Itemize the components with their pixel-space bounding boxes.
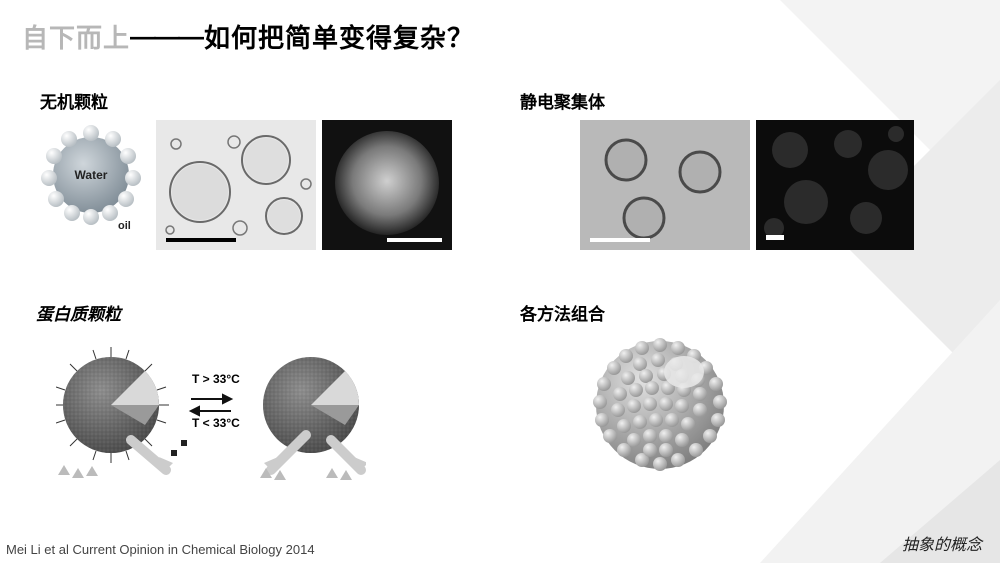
label-combined-methods: 各方法组合 — [520, 300, 605, 325]
scalebar — [387, 238, 442, 242]
microscopy-panel-3 — [580, 120, 750, 250]
footer-tag: 抽象的概念 — [902, 531, 982, 555]
combined-method-sphere — [580, 330, 740, 480]
oil-label: oil — [118, 220, 131, 232]
microscopy-panel-2 — [322, 120, 452, 250]
citation-text: Mei Li et al Current Opinion in Chemical… — [6, 542, 315, 557]
label-protein-particles: 蛋白质颗粒 — [36, 300, 121, 325]
title-dash: ——— — [130, 21, 202, 52]
slide-title: 自下而上 ——— 如何把简单变得复杂？ — [22, 18, 474, 55]
temp-low-label: T < 33°C — [192, 416, 240, 430]
title-prefix: 自下而上 — [22, 18, 130, 55]
scalebar — [166, 238, 236, 242]
temp-high-label: T > 33°C — [192, 372, 240, 386]
water-label: Water — [36, 168, 146, 182]
water-droplet-schematic: Water oil — [36, 120, 146, 250]
label-electrostatic-aggregates: 静电聚集体 — [520, 88, 605, 113]
title-main: 如何把简单变得复杂？ — [204, 18, 474, 55]
label-inorganic-particles: 无机颗粒 — [40, 88, 108, 113]
scalebar — [766, 235, 784, 240]
protein-particle-diagram: T > 33°C T < 33°C — [56, 330, 366, 480]
microscopy-panel-4 — [756, 120, 914, 250]
scalebar — [590, 238, 650, 242]
microscopy-panel-1 — [156, 120, 316, 250]
